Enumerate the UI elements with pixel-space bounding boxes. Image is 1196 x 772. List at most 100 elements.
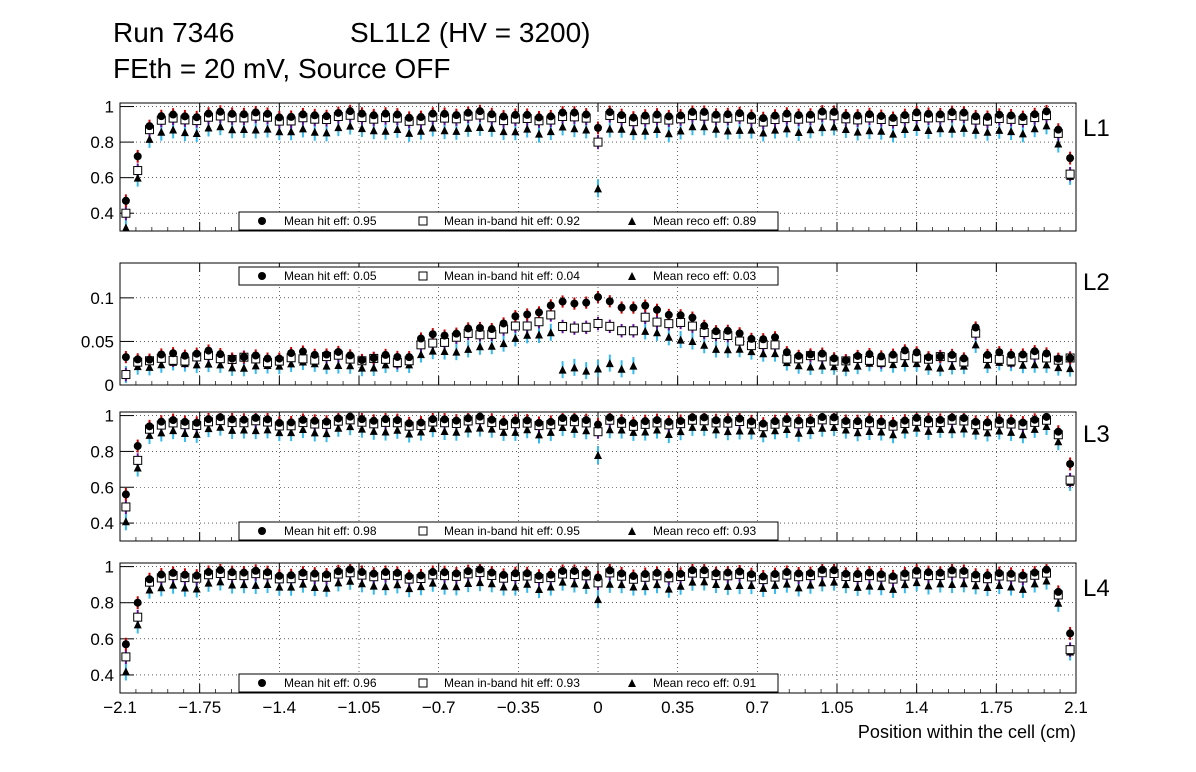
reco-point — [157, 583, 166, 592]
hit-point — [287, 418, 296, 427]
hit-point — [334, 108, 343, 117]
inband-point — [121, 370, 131, 380]
reco-point — [1018, 129, 1027, 138]
hit-point — [653, 568, 662, 577]
hit-point — [216, 350, 225, 359]
reco-point — [1042, 576, 1051, 585]
reco-point — [700, 577, 709, 586]
reco-point — [771, 349, 780, 358]
hit-point — [617, 416, 626, 425]
hit-point — [192, 418, 201, 427]
reco-point — [287, 359, 296, 368]
reco-point — [534, 129, 543, 138]
hit-point — [653, 416, 662, 425]
reco-point — [759, 128, 768, 137]
hit-point — [865, 350, 874, 359]
reco-point — [959, 579, 968, 588]
reco-point — [1018, 360, 1027, 369]
reco-point — [853, 582, 862, 591]
reco-point — [1054, 363, 1063, 372]
reco-point — [428, 424, 437, 433]
hit-point — [1007, 111, 1016, 120]
reco-point — [546, 328, 555, 337]
reco-point — [157, 428, 166, 437]
hit-point — [381, 350, 390, 359]
hit-point — [723, 110, 732, 119]
hit-point — [381, 109, 390, 118]
hit-point — [936, 352, 945, 361]
reco-point — [1018, 430, 1027, 439]
hit-point — [664, 570, 673, 579]
reco-point — [794, 583, 803, 592]
inband-point — [581, 322, 591, 332]
hit-point — [346, 351, 355, 360]
hit-point — [263, 568, 272, 577]
hit-point — [239, 353, 248, 362]
hit-point — [700, 107, 709, 116]
reco-point — [594, 451, 602, 459]
reco-point — [192, 429, 201, 438]
hit-point — [983, 418, 992, 427]
legend-inband-label: Mean in-band hit eff: 0.92 — [444, 214, 580, 228]
hit-point — [570, 414, 579, 423]
hit-point — [416, 571, 425, 580]
reco-point — [169, 426, 178, 435]
hit-point — [1042, 412, 1051, 421]
hit-point — [204, 346, 213, 355]
reco-point — [948, 425, 957, 434]
hit-point — [971, 570, 980, 579]
hit-point — [877, 570, 886, 579]
hit-point — [511, 416, 520, 425]
reco-point — [263, 425, 272, 434]
hit-point — [700, 413, 709, 422]
reco-point — [712, 124, 721, 133]
hit-point — [275, 571, 284, 580]
hit-point — [381, 568, 390, 577]
y-tick-label: 0.4 — [90, 204, 114, 223]
hit-point — [1030, 568, 1039, 577]
reco-point — [594, 595, 602, 604]
hit-point — [263, 354, 272, 363]
hit-point — [1054, 354, 1063, 363]
hit-point — [511, 312, 520, 321]
legend-hit-marker — [258, 272, 266, 280]
reco-point — [971, 426, 980, 435]
hit-point — [275, 354, 284, 363]
reco-point — [263, 579, 272, 588]
reco-point — [971, 340, 980, 349]
reco-point — [275, 582, 284, 591]
reco-point — [759, 429, 768, 438]
hit-point — [1042, 565, 1051, 574]
hit-point — [582, 568, 591, 577]
hit-point — [924, 109, 933, 118]
hit-point — [900, 569, 909, 578]
inband-point — [1065, 169, 1075, 179]
hit-point — [688, 566, 697, 575]
inband-point — [628, 326, 638, 336]
hit-point — [594, 293, 602, 302]
panel-label-l4: L4 — [1083, 575, 1110, 602]
reco-point — [204, 359, 213, 368]
hit-point — [169, 349, 178, 358]
hit-point — [959, 354, 968, 363]
x-tick-label: −1.4 — [263, 698, 297, 717]
legend-inband-marker — [418, 271, 428, 281]
reco-point — [180, 128, 189, 137]
inband-point — [168, 355, 178, 365]
hit-point — [310, 569, 319, 578]
hit-point — [558, 108, 567, 117]
hit-point — [877, 417, 886, 426]
reco-point — [145, 430, 154, 439]
reco-point — [239, 363, 248, 372]
reco-point — [287, 428, 296, 437]
x-tick-label: −1.05 — [337, 698, 380, 717]
reco-point — [747, 347, 756, 356]
reco-point — [287, 127, 296, 136]
hit-point — [853, 351, 862, 360]
y-tick-label: 0.1 — [90, 289, 114, 308]
reco-point — [357, 363, 366, 372]
hit-point — [287, 349, 296, 358]
hit-point — [310, 350, 319, 359]
reco-point — [735, 125, 744, 134]
hit-point — [157, 417, 166, 426]
